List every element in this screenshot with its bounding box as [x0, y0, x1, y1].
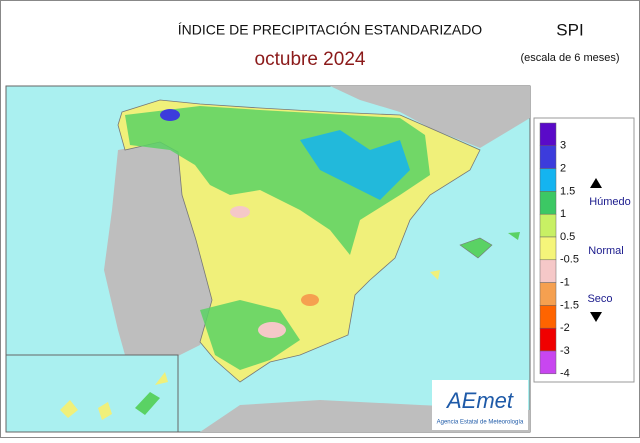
index-name: SPI [556, 20, 583, 39]
island [98, 402, 112, 420]
dry-area [301, 294, 319, 306]
wet-area-south [200, 300, 300, 370]
ibiza [430, 270, 440, 280]
legend-wet: Húmedo [589, 196, 631, 208]
legend-tick-label: -3 [560, 345, 570, 357]
legend-band [539, 259, 557, 283]
legend-tick-label: 0.5 [560, 231, 575, 243]
legend-tick-label: 3 [560, 140, 566, 152]
legend-tick-label: 2 [560, 163, 566, 175]
legend-tick-label: -1 [560, 277, 570, 289]
subtitle: octubre 2024 [255, 49, 366, 70]
legend-tick-label: -2 [560, 322, 570, 334]
legend-band [539, 236, 557, 261]
map: AEmet Agencia Estatal de Meteorología [5, 85, 531, 433]
extreme-area [160, 109, 180, 121]
legend-normal: Normal [588, 245, 623, 257]
legend-dry: Seco [587, 293, 612, 305]
very-wet-area [300, 130, 410, 200]
legend-band [539, 213, 557, 238]
legend: Húmedo Normal Seco 3 2 1.5 1 0.5 -0.5 -1 -1.5 -2… [533, 117, 635, 383]
legend-tick-label: -4 [560, 368, 570, 380]
island [60, 400, 78, 418]
legend-band [539, 282, 557, 306]
dry-area [258, 322, 286, 338]
france [330, 86, 530, 148]
logo-box [432, 380, 528, 430]
logo-agency: Agencia Estatal de Meteorología [437, 420, 524, 426]
legend-band [539, 122, 557, 147]
portugal [104, 142, 212, 380]
title: ÍNDICE DE PRECIPITACIÓN ESTANDARIZADO [178, 22, 483, 38]
legend-band [539, 191, 557, 215]
legend-band [539, 305, 557, 329]
legend-band [539, 327, 557, 352]
legend-tick-label: -0.5 [560, 254, 579, 266]
legend-band [539, 145, 557, 169]
logo-name: AEmet [445, 388, 514, 413]
legend-tick-label: -1.5 [560, 299, 579, 311]
island [155, 372, 168, 385]
legend-band [539, 350, 557, 375]
mallorca [459, 237, 493, 259]
island [135, 392, 160, 415]
down-arrow [590, 312, 602, 322]
legend-tick-label: 1.5 [560, 185, 575, 197]
up-arrow [590, 178, 602, 188]
dry-area [230, 206, 250, 218]
legend-tick-label: 1 [560, 208, 566, 220]
scale-note: (escala de 6 meses) [520, 52, 619, 64]
legend-band [539, 168, 557, 192]
menorca [508, 232, 520, 240]
